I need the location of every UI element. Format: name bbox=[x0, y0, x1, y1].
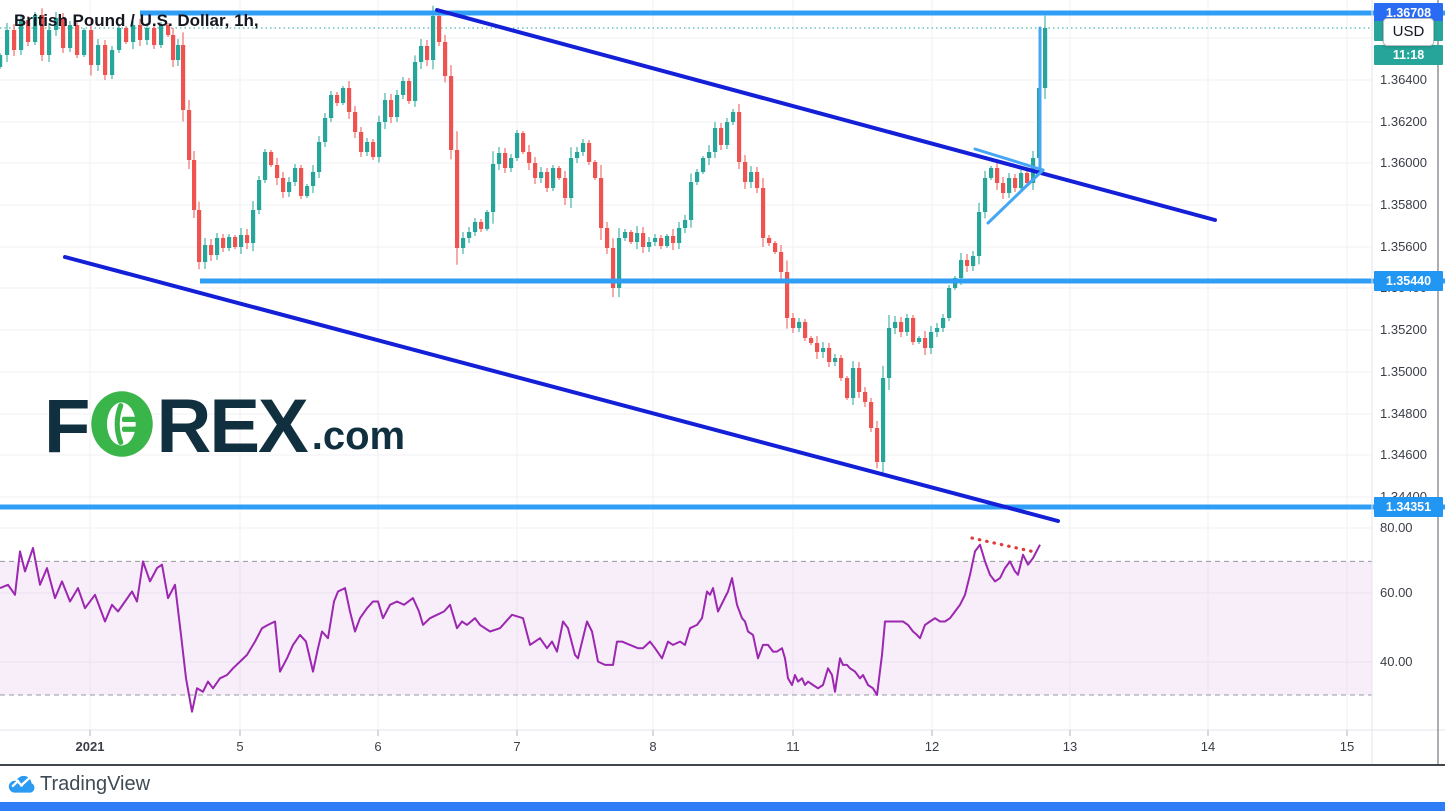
price-tick-label: 1.35200 bbox=[1380, 322, 1427, 337]
price-tick-label: 60.00 bbox=[1380, 585, 1413, 600]
tradingview-label: TradingView bbox=[40, 772, 151, 795]
level-label-1-34351: 1.34351 bbox=[1374, 497, 1443, 517]
time-tick-label: 11 bbox=[786, 739, 800, 754]
rsi-line[interactable] bbox=[0, 543, 1041, 713]
time-tick-label: 13 bbox=[1062, 739, 1078, 754]
price-tick-label: 1.36200 bbox=[1380, 114, 1427, 129]
time-tick-label: 14 bbox=[1200, 739, 1216, 754]
price-tick-label: 1.35800 bbox=[1380, 197, 1427, 212]
time-tick-label: 12 bbox=[924, 739, 940, 754]
price-tick-label: 1.35600 bbox=[1380, 239, 1427, 254]
watermark-tld: .com bbox=[311, 414, 406, 458]
time-tick-label: 2021 bbox=[75, 739, 105, 754]
bottom-accent-bar bbox=[0, 802, 1445, 811]
time-tick-label: 15 bbox=[1339, 739, 1355, 754]
symbol-title: British Pound / U.S. Dollar, 1h, bbox=[14, 11, 259, 30]
pennant-line[interactable] bbox=[973, 147, 1045, 172]
pennant-line[interactable] bbox=[986, 168, 1045, 225]
price-tick-label: 1.35000 bbox=[1380, 364, 1427, 379]
channel-trendline[interactable] bbox=[63, 255, 1060, 523]
currency-tooltip: USD bbox=[1383, 18, 1434, 46]
time-axis[interactable] bbox=[0, 730, 1372, 765]
price-tick-label: 80.00 bbox=[1380, 520, 1413, 535]
watermark-letters-rex: REX bbox=[156, 383, 308, 469]
pound-coin-icon bbox=[91, 391, 154, 457]
channel-trendline[interactable] bbox=[435, 8, 1217, 222]
watermark-letter-f: F bbox=[44, 383, 90, 469]
level-label-1-35440: 1.35440 bbox=[1374, 271, 1443, 291]
price-tick-label: 1.34600 bbox=[1380, 447, 1427, 462]
price-tick-label: 1.36000 bbox=[1380, 155, 1427, 170]
tradingview-attribution[interactable]: TradingView bbox=[8, 772, 150, 796]
rsi-dotted-trendline[interactable] bbox=[970, 536, 1034, 553]
time-tick-label: 8 bbox=[649, 739, 657, 754]
rsi-band bbox=[0, 561, 1372, 695]
price-tick-label: 1.34800 bbox=[1380, 406, 1427, 421]
forex-com-watermark: F REX .com bbox=[44, 383, 406, 469]
time-tick-label: 5 bbox=[236, 739, 244, 754]
price-tick-label: 40.00 bbox=[1380, 654, 1413, 669]
time-tick-label: 6 bbox=[374, 739, 382, 754]
price-tick-label: 1.36400 bbox=[1380, 72, 1427, 87]
cloud-chart-icon bbox=[8, 775, 35, 793]
time-tick-label: 7 bbox=[513, 739, 521, 754]
bar-countdown-label: 11:18 bbox=[1374, 45, 1443, 65]
candlestick-series[interactable] bbox=[0, 5, 1048, 473]
